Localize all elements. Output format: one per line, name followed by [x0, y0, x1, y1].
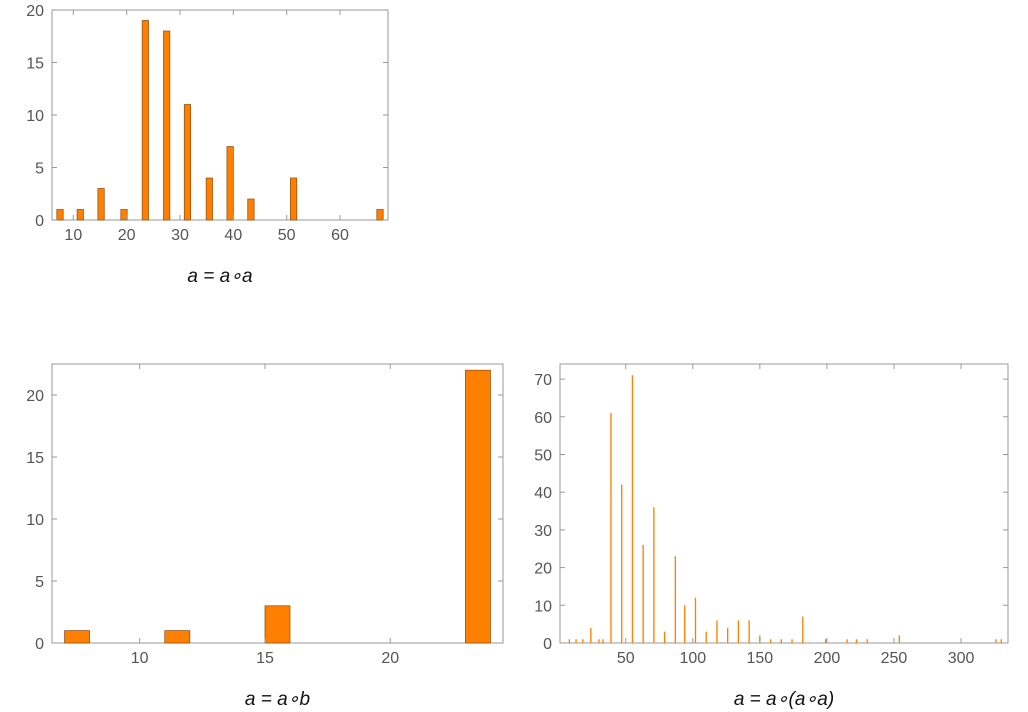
histogram-bar	[120, 209, 128, 221]
y-tick-label: 15	[26, 56, 44, 73]
x-tick-label: 15	[256, 650, 274, 667]
histogram-bar	[141, 20, 149, 221]
x-tick-label: 20	[118, 227, 136, 244]
histogram-bar	[575, 639, 577, 643]
x-tick-label: 10	[131, 650, 149, 667]
y-tick-label: 30	[534, 523, 552, 540]
histogram-bar	[748, 620, 750, 643]
histogram-bar	[164, 630, 191, 644]
y-tick-label: 5	[35, 574, 44, 591]
histogram-bar	[642, 544, 644, 643]
plot-frame	[51, 363, 504, 644]
y-tick-label: 20	[26, 3, 44, 20]
histogram-bar	[205, 177, 213, 221]
histogram-bar	[590, 627, 592, 643]
histogram-bar	[621, 484, 623, 643]
x-axis-label: a = a∘b	[245, 689, 310, 710]
histogram-bar	[791, 639, 793, 643]
x-tick-label: 100	[679, 650, 706, 667]
histogram-bar	[855, 639, 858, 643]
y-tick-label: 10	[534, 598, 552, 615]
histogram-bar	[769, 639, 772, 643]
x-axis-label: a = a∘a	[187, 266, 252, 287]
histogram-bar	[866, 639, 868, 643]
histogram-bar	[568, 639, 571, 643]
plot-frame	[559, 363, 1009, 644]
y-tick-label: 40	[534, 485, 552, 502]
x-tick-label: 20	[381, 650, 399, 667]
y-tick-label: 10	[26, 512, 44, 529]
histogram-bar	[226, 146, 234, 221]
histogram-bar	[582, 639, 584, 643]
y-tick-label: 10	[26, 108, 44, 125]
histogram-bar	[663, 631, 666, 643]
histogram-bar	[653, 507, 655, 643]
histogram-bar	[64, 630, 90, 644]
histogram-a-eq-a-b: 10 15 20 0 5 10 15 20 a = a∘b	[26, 363, 504, 710]
histogram-bar	[674, 556, 677, 643]
histogram-bar	[290, 177, 298, 221]
y-tick-label: 5	[35, 161, 44, 178]
histogram-bar	[631, 375, 634, 643]
y-tick-label: 0	[35, 636, 44, 653]
x-axis-label: a = a∘(a∘a)	[734, 689, 834, 710]
histogram-bar	[716, 620, 718, 643]
histogram-a-eq-a-a: 10 20 30 40 50 60 0 5 10 15 20 a = a∘a	[26, 3, 389, 287]
histogram-bar	[726, 627, 729, 643]
histogram-bar	[598, 639, 600, 643]
histogram-bar	[602, 639, 604, 643]
histogram-bar	[1000, 639, 1002, 643]
y-tick-label: 0	[543, 636, 552, 653]
histogram-bar	[163, 30, 171, 221]
histogram-bar	[264, 605, 291, 644]
x-tick-label: 10	[64, 227, 82, 244]
histogram-bar	[824, 639, 827, 643]
y-tick-label: 20	[26, 388, 44, 405]
histogram-bar	[694, 597, 697, 643]
y-tick-label: 50	[534, 447, 552, 464]
histogram-bar	[846, 639, 848, 643]
histogram-bar	[737, 620, 740, 643]
histogram-bar	[995, 639, 997, 643]
histogram-a-eq-a-aa: 50 100 150 200 250 300 0 10 20 30 40 50 60 70 a = a∘(a…	[534, 363, 1009, 710]
histogram-bar	[97, 188, 105, 221]
histogram-bar	[376, 209, 384, 221]
x-tick-label: 60	[331, 227, 349, 244]
x-tick-label: 50	[617, 650, 635, 667]
y-tick-label: 20	[534, 561, 552, 578]
x-tick-label: 40	[224, 227, 242, 244]
x-tick-label: 30	[171, 227, 189, 244]
y-tick-label: 70	[534, 372, 552, 389]
histogram-bar	[802, 616, 804, 643]
x-tick-label: 50	[278, 227, 296, 244]
y-tick-label: 60	[534, 410, 552, 427]
x-tick-label: 250	[881, 650, 908, 667]
histogram-bar	[684, 605, 686, 643]
histogram-bar	[705, 631, 707, 643]
histogram-bar	[56, 209, 64, 221]
histogram-bar	[183, 104, 192, 221]
histogram-bar	[780, 639, 782, 643]
histogram-bar	[898, 635, 901, 643]
x-tick-label: 200	[814, 650, 841, 667]
x-tick-label: 150	[747, 650, 774, 667]
x-tick-label: 300	[948, 650, 975, 667]
histogram-bar	[465, 369, 491, 644]
histogram-bar	[610, 413, 612, 643]
y-tick-label: 15	[26, 450, 44, 467]
y-tick-label: 0	[35, 213, 44, 230]
histogram-bar	[247, 198, 255, 221]
histogram-bar	[76, 209, 84, 221]
